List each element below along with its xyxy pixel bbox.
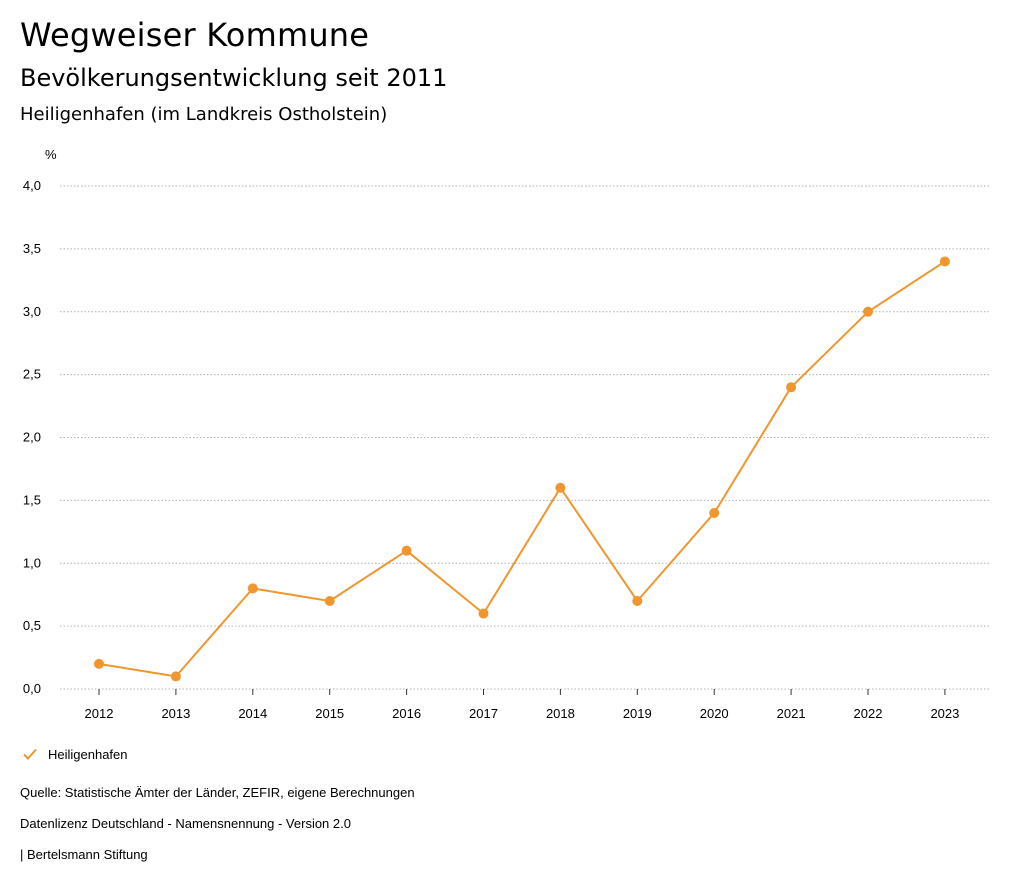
y-tick-label: 2,5 — [23, 367, 41, 382]
x-tick-label: 2017 — [469, 706, 498, 721]
page-title: Wegweiser Kommune — [20, 16, 370, 54]
x-tick-label: 2015 — [315, 706, 344, 721]
x-tick-label: 2020 — [700, 706, 729, 721]
y-tick-label: 1,5 — [23, 492, 41, 507]
y-tick-label: 3,5 — [23, 241, 41, 256]
data-point — [632, 595, 643, 606]
data-point — [709, 507, 720, 518]
x-tick-label: 2016 — [392, 706, 421, 721]
line-chart: % 0,0 0,5 1,0 1,5 2,0 2,5 3,0 3,5 4,0 2012 2013 2014… — [23, 147, 990, 721]
data-point — [478, 608, 489, 619]
check-icon — [23, 748, 37, 760]
data-point — [94, 658, 104, 669]
x-tick-label: 2014 — [238, 706, 267, 721]
series-line — [98, 260, 946, 678]
brand-note: | Bertelsmann Stiftung — [20, 847, 148, 862]
legend-label: Heiligenhafen — [48, 746, 128, 762]
x-tick-label: 2012 — [85, 706, 114, 721]
x-tick-label: 2023 — [930, 706, 959, 721]
license-note: Datenlizenz Deutschland - Namensnennung … — [20, 816, 351, 831]
chart-subtitle: Bevölkerungsentwicklung seit 2011 — [20, 64, 448, 92]
data-point — [555, 482, 566, 493]
data-point — [863, 306, 873, 317]
y-axis-label: % — [45, 147, 57, 162]
source-note: Quelle: Statistische Ämter der Länder, Z… — [20, 785, 415, 800]
y-tick-label: 0,0 — [23, 681, 41, 696]
data-point — [401, 545, 412, 556]
y-tick-label: 4,0 — [23, 178, 41, 193]
x-tick-label: 2013 — [161, 706, 190, 721]
data-point — [324, 595, 335, 606]
y-tick-label: 0,5 — [23, 618, 41, 633]
y-tick-label: 3,0 — [23, 304, 41, 319]
data-point — [939, 256, 950, 267]
x-tick-label: 2021 — [777, 706, 806, 721]
x-tick-label: 2019 — [623, 706, 652, 721]
data-point — [786, 382, 797, 393]
data-point — [247, 583, 258, 594]
y-tick-label: 1,0 — [23, 555, 41, 570]
legend[interactable]: Heiligenhafen — [22, 744, 128, 764]
region-label: Heiligenhafen (im Landkreis Ostholstein) — [20, 104, 388, 125]
data-point — [170, 671, 181, 682]
x-tick-label: 2018 — [546, 706, 575, 721]
y-tick-label: 2,0 — [23, 430, 41, 445]
x-tick-label: 2022 — [854, 706, 883, 721]
